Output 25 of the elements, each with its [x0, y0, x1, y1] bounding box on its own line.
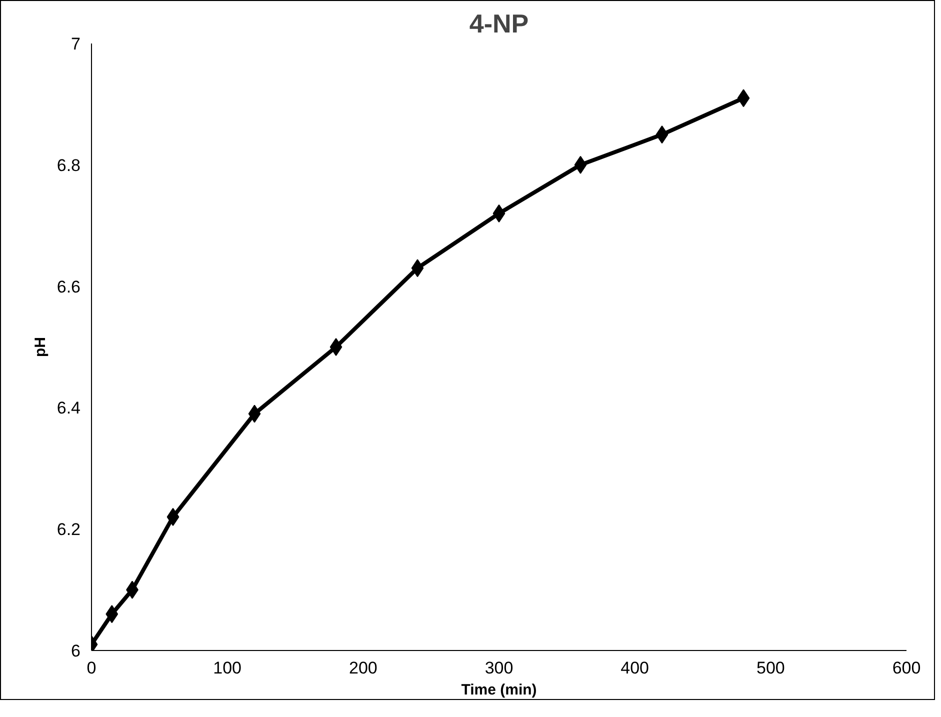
y-tick-label: 6.4 — [56, 398, 81, 418]
point — [248, 404, 261, 423]
y-axis-title: pH — [32, 337, 49, 357]
point — [330, 338, 342, 356]
point — [166, 508, 180, 526]
x-tick-label: 300 — [484, 658, 514, 678]
point — [737, 89, 750, 108]
y-tick-label: 6.6 — [56, 277, 81, 296]
x-tick-label: 600 — [892, 658, 921, 678]
point — [656, 126, 668, 144]
y-tick-label: 6.2 — [56, 520, 81, 540]
y-tick-label: 6 — [71, 642, 81, 660]
x-tick-label: 0 — [86, 658, 96, 678]
x-tick-label: 400 — [620, 658, 650, 678]
x-tick-label: 500 — [756, 658, 785, 678]
point — [574, 156, 587, 174]
chart-title: 4-NP — [469, 8, 529, 38]
point — [492, 204, 506, 222]
x-axis-title: Time (min) — [461, 682, 537, 698]
point — [106, 605, 118, 624]
x-tick-label: 100 — [213, 658, 242, 678]
y-tick-label: 6.8 — [56, 156, 81, 175]
point — [411, 259, 424, 278]
y-tick-label: 7 — [71, 34, 81, 54]
x-tick-label: 200 — [348, 658, 378, 678]
